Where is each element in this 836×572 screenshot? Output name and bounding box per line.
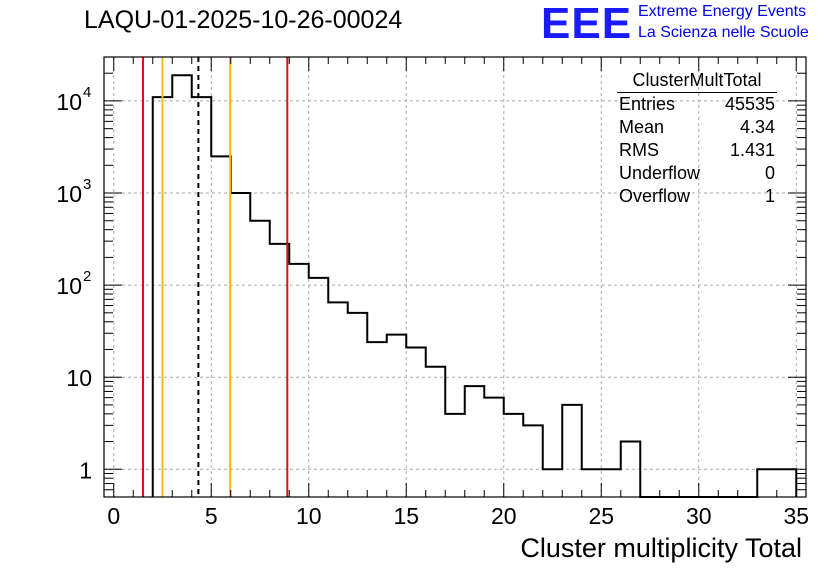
- x-axis-label: Cluster multiplicity Total: [520, 533, 802, 563]
- stats-row-rms: RMS 1.431: [609, 139, 775, 162]
- x-tick-label: 20: [491, 503, 517, 529]
- stats-title: ClusterMultTotal: [617, 70, 777, 93]
- plot-frame: [103, 56, 807, 498]
- stats-value: 1: [764, 186, 775, 206]
- logo-subtitle-line1: Extreme Energy Events: [638, 3, 807, 20]
- stats-value: 0: [764, 163, 775, 183]
- y-tick-label: 10: [56, 181, 82, 207]
- y-tick-exponent: 2: [83, 268, 91, 285]
- stats-label: Overflow: [619, 186, 691, 206]
- stats-row-mean: Mean 4.34: [609, 116, 775, 139]
- stats-label: Underflow: [619, 163, 701, 183]
- x-tick-label: 0: [107, 503, 120, 529]
- chart-title: LAQU-01-2025-10-26-00024: [84, 6, 403, 34]
- y-tick-label: 10: [56, 89, 82, 115]
- stats-row-overflow: Overflow 1: [609, 185, 775, 208]
- y-tick-label: 1: [79, 457, 92, 483]
- y-tick-label: 10: [56, 273, 82, 299]
- eee-logo: EEE: [541, 0, 633, 48]
- stats-value: 45535: [724, 94, 775, 114]
- x-tick-label: 30: [686, 503, 712, 529]
- histogram-line: [151, 74, 798, 498]
- logo-subtitle-line2: La Scienza nelle Scuole: [638, 24, 809, 41]
- stats-box: ClusterMultTotal Entries 45535 Mean 4.34…: [609, 70, 777, 208]
- y-tick-exponent: 3: [83, 176, 91, 193]
- y-tick-exponent: 4: [83, 84, 91, 101]
- stats-row-entries: Entries 45535: [609, 93, 775, 116]
- x-tick-label: 10: [296, 503, 322, 529]
- stats-label: Entries: [619, 94, 676, 114]
- x-tick-label: 25: [588, 503, 614, 529]
- stats-label: Mean: [619, 117, 665, 137]
- x-tick-label: 15: [393, 503, 419, 529]
- y-tick-label: 10: [66, 365, 92, 391]
- x-tick-label: 35: [783, 503, 809, 529]
- stats-row-underflow: Underflow 0: [609, 162, 775, 185]
- x-tick-label: 5: [205, 503, 218, 529]
- stats-label: RMS: [619, 140, 659, 160]
- stats-value: 4.34: [739, 117, 775, 137]
- stats-value: 1.431: [729, 140, 775, 160]
